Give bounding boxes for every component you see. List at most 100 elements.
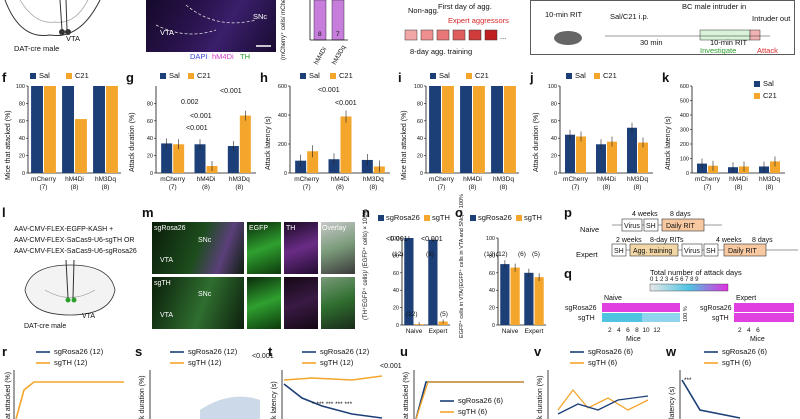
legend-g [160,73,194,79]
p-expert: Expert [576,250,598,259]
q-scale-2: 2 [660,277,664,283]
p-sh-3: SH [706,248,716,255]
chart-o: 0 20 40 60 80 100 Naive Expert [486,236,546,335]
n-ylabel: (TH⁺EGFP⁺ cells)/ (EGFP⁺ cells) × 100% [363,208,369,320]
p-sh-2: SH [614,248,624,255]
q-naive: Naive [604,295,622,302]
legend-w-a: sgRosa26 (6) [722,347,768,356]
panel-t-letter: t [268,344,273,359]
i-ytick-label-2: 40 [417,136,423,142]
g-ytick-label-1: 20 [147,154,153,160]
legend-o-a: sgRosa26 [478,213,512,222]
o-ytick-label-1: 20 [489,306,495,312]
i-xn-0: (7) [438,184,446,191]
w-sig: *** [684,377,692,384]
panel-s-letter: s [135,344,143,359]
q-row-th-exp: sgTH [712,315,729,322]
legend-n-a: sgRosa26 [386,213,420,222]
panel-f-letter: f [2,70,7,85]
t-sig-stars: * *** *** *** *** [312,401,353,408]
h-xn-1: (8) [336,184,344,191]
n-bar-0-0 [404,238,414,325]
h-ytick-label-3: 600 [278,84,287,90]
j-xn-2: (8) [634,184,642,191]
legend-t-b: sgTH (12) [320,358,354,367]
q-xt-1: 4 [617,327,621,334]
dat-cre-label: DAT-cre male [14,44,60,53]
g-bar-0-1 [173,144,185,173]
i-ytick-label-1: 20 [417,154,423,160]
legend-u-lines [440,400,454,413]
f-ytick-label-3: 60 [19,119,25,125]
l-line-0: AAV-CMV-FLEX-EGFP-KASH + [14,226,114,233]
g-bar-2-1 [239,115,251,173]
t-stat-0: <0.001 [380,363,402,370]
n-ytick-label-2: 40 [393,288,399,294]
legend-k [754,81,760,99]
h-ytick-label-1: 200 [278,142,287,148]
panel-g-letter: g [126,70,134,85]
g-ytick-label-0: 0 [150,171,153,177]
j-bar-1-0 [596,144,606,173]
top-histology-overlay [155,4,271,47]
p-days-1: 8 days [670,211,691,218]
q-scale-1: 1 [655,277,659,283]
g-ytick-label-3: 60 [147,119,153,125]
attack-label: Attack [757,46,778,55]
m-img-rosa-overlay [321,222,355,274]
panel-i-letter: i [398,70,402,85]
p-weeks2: 2 weeks [616,237,642,244]
m-overlay-label: Overlay [322,225,347,232]
k-ytick-label-3: 300 [680,128,689,134]
m-img-rosa-egfp [247,222,281,274]
legend-fg [30,73,72,79]
legend-t-lines [302,351,316,364]
q-scale-5: 5 [675,277,679,283]
o-bar-1-1 [534,277,544,325]
panel-p-letter: p [564,205,572,220]
k-ytick-label-0: 0 [686,171,689,177]
q-xt-0: 2 [608,327,612,334]
panel-w-letter: w [666,344,677,359]
m-row2-label: sgTH [154,280,171,287]
j-ytick-label-3: 60 [551,119,557,125]
f-bar-2-0 [93,86,105,173]
j-ytick-label-4: 80 [551,101,557,107]
training-squares [404,29,498,41]
i-bar-2-0 [491,86,503,173]
h-xlabel-2: hM3Dq [363,176,384,183]
f-ytick-label-0: 0 [22,171,25,177]
g-bar-2-0 [227,146,239,173]
legend-w-lines [704,351,718,364]
f-ytick-label-5: 100 [16,84,25,90]
o-count-3: (5) [532,251,540,258]
i-xlabel-0: mCherry [429,176,455,183]
l-vta-label: VTA [82,313,96,320]
q-xt-4: 10 [642,327,650,334]
n-xlabel-0: Naive [406,328,423,335]
p-timeline [611,218,798,257]
o-ytick-label-0: 0 [492,323,495,329]
top-bar-count-b: 7 [336,31,340,38]
g-xn-1: (8) [202,184,210,191]
l-mouse-label: DAT-cre male [24,323,67,330]
n-ytick-label-5: 100 [390,236,399,242]
f-ytick-label-1: 20 [19,154,25,160]
legend-v-b: sgTH (6) [588,358,618,367]
u-ylabel: at attacked (%) [403,371,410,419]
q-scale-7: 7 [685,277,689,283]
o-xlabel-1: Expert [525,328,544,335]
legend-r-a: sgRosa26 (12) [54,347,104,356]
k-ytick-label-1: 100 [680,157,689,163]
first-day-label: First day of agg. [438,2,492,11]
legend-i [430,73,472,79]
vta-label-top: VTA [66,34,81,43]
q-xticks-exp: 2 4 6 [738,326,760,335]
p-days-2: 8 days [752,237,773,244]
top-histology-image [146,0,276,52]
j-bar-0-0 [565,134,575,173]
o-bar-0-0 [500,264,510,325]
legend-o [470,215,522,221]
